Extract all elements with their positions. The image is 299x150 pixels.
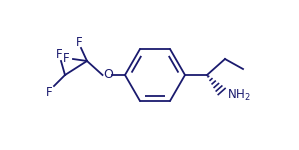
Text: F: F xyxy=(46,85,52,99)
Text: F: F xyxy=(63,52,69,66)
Text: F: F xyxy=(76,36,82,48)
Text: F: F xyxy=(56,48,62,62)
Text: O: O xyxy=(103,69,113,81)
Text: NH$_2$: NH$_2$ xyxy=(227,87,251,103)
